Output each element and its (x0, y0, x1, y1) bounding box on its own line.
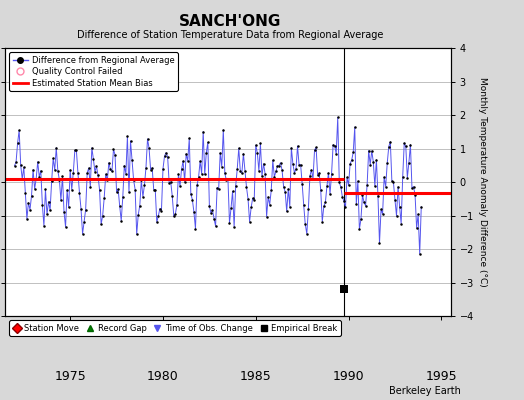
Text: SANCH'ONG: SANCH'ONG (179, 14, 282, 29)
Legend: Difference from Regional Average, Quality Control Failed, Estimated Station Mean: Difference from Regional Average, Qualit… (9, 52, 178, 91)
Text: 1975: 1975 (54, 370, 86, 383)
Legend: Station Move, Record Gap, Time of Obs. Change, Empirical Break: Station Move, Record Gap, Time of Obs. C… (9, 320, 341, 336)
Y-axis label: Monthly Temperature Anomaly Difference (°C): Monthly Temperature Anomaly Difference (… (478, 77, 487, 287)
Text: 1980: 1980 (147, 370, 179, 383)
Text: 1985: 1985 (240, 370, 271, 383)
Text: 1995: 1995 (425, 370, 457, 383)
Text: Difference of Station Temperature Data from Regional Average: Difference of Station Temperature Data f… (78, 30, 384, 40)
Text: 1990: 1990 (333, 370, 364, 383)
Text: Berkeley Earth: Berkeley Earth (389, 386, 461, 396)
